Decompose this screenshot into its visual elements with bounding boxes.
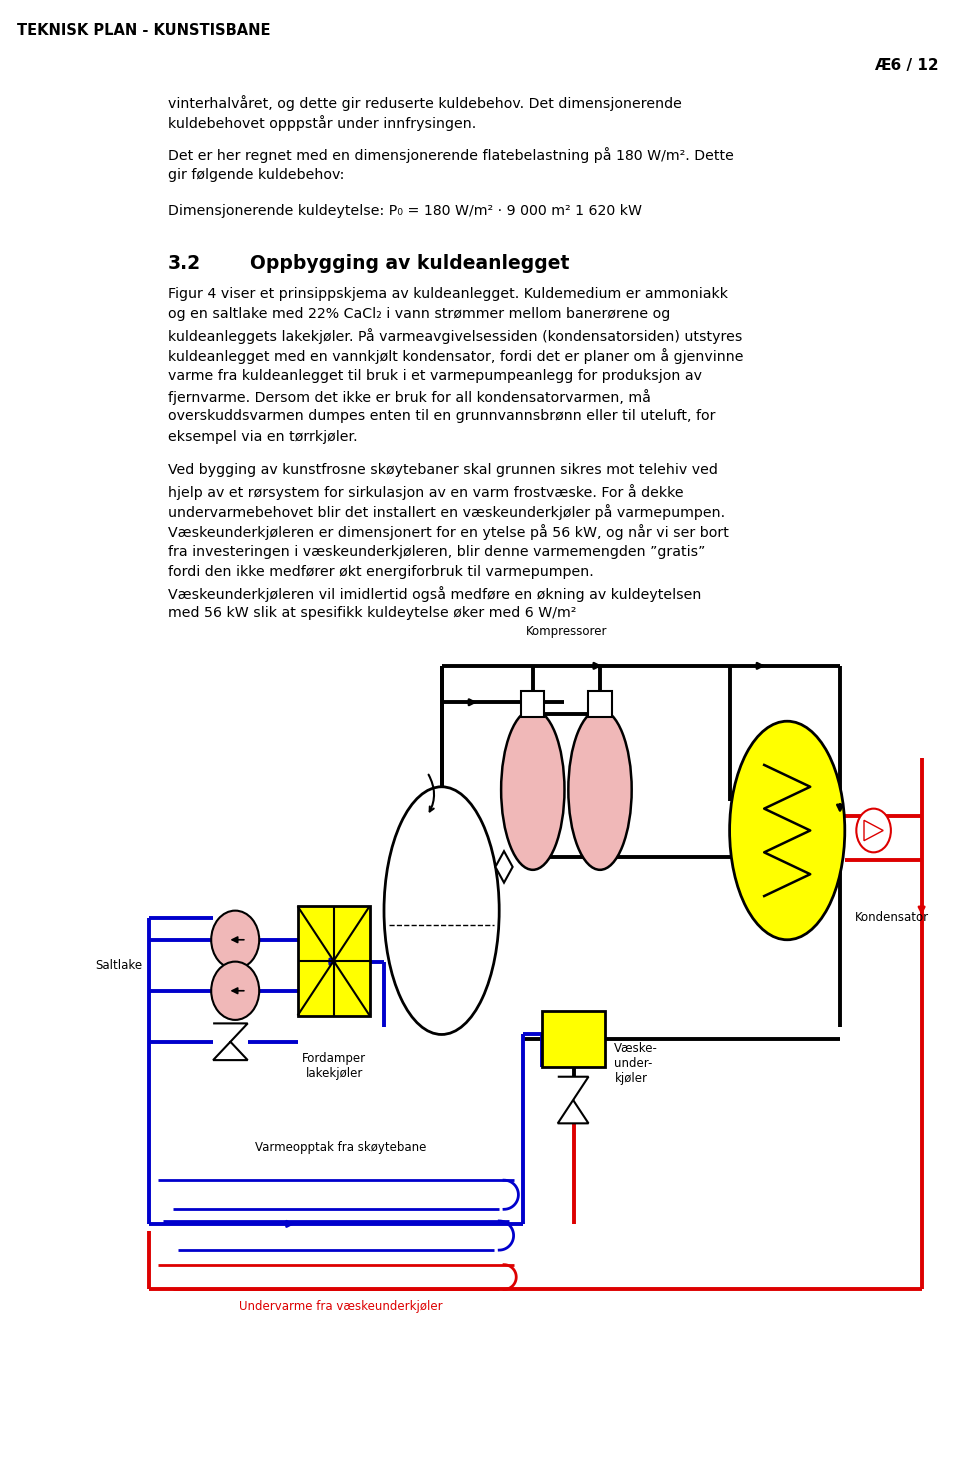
Text: Væskeunderkjøleren er dimensjonert for en ytelse på 56 kW, og når vi ser bort: Væskeunderkjøleren er dimensjonert for e… — [168, 525, 729, 541]
Text: Figur 4 viser et prinsippskjema av kuldeanlegget. Kuldemedium er ammoniakk: Figur 4 viser et prinsippskjema av kulde… — [168, 287, 728, 302]
Text: Kondensator: Kondensator — [854, 912, 928, 924]
Text: undervarmebehovet blir det installert en væskeunderkjøler på varmepumpen.: undervarmebehovet blir det installert en… — [168, 504, 725, 520]
Text: Dimensjonerende kuldeytelse: P₀ = 180 W/m² · 9 000 m² 1 620 kW: Dimensjonerende kuldeytelse: P₀ = 180 W/… — [168, 204, 642, 219]
Text: Væske-
under-
kjøler: Væske- under- kjøler — [614, 1042, 659, 1085]
Polygon shape — [864, 820, 883, 841]
Text: Æ6 / 12: Æ6 / 12 — [875, 58, 939, 73]
Text: fjernvarme. Dersom det ikke er bruk for all kondensatorvarmen, må: fjernvarme. Dersom det ikke er bruk for … — [168, 389, 651, 405]
Ellipse shape — [501, 710, 564, 870]
Text: fra investeringen i væskeunderkjøleren, blir denne varmemengden ”gratis”: fra investeringen i væskeunderkjøleren, … — [168, 545, 706, 559]
FancyBboxPatch shape — [298, 906, 370, 1016]
Text: vinterhalvåret, og dette gir reduserte kuldebehov. Det dimensjonerende: vinterhalvåret, og dette gir reduserte k… — [168, 95, 682, 111]
Text: Fordamper
lakekjøler: Fordamper lakekjøler — [302, 1052, 366, 1080]
Text: Det er her regnet med en dimensjonerende flatebelastning på 180 W/m². Dette: Det er her regnet med en dimensjonerende… — [168, 147, 733, 163]
Text: eksempel via en tørrkjøler.: eksempel via en tørrkjøler. — [168, 430, 358, 444]
Text: Varmeopptak fra skøytebane: Varmeopptak fra skøytebane — [255, 1141, 426, 1154]
Text: Oppbygging av kuldeanlegget: Oppbygging av kuldeanlegget — [250, 254, 569, 272]
Text: fordi den ikke medfører økt energiforbruk til varmepumpen.: fordi den ikke medfører økt energiforbru… — [168, 565, 593, 580]
Text: Undervarme fra væskeunderkjøler: Undervarme fra væskeunderkjøler — [239, 1300, 443, 1313]
Polygon shape — [213, 1023, 248, 1061]
Text: Væskeunderkjøleren vil imidlertid også medføre en økning av kuldeytelsen: Væskeunderkjøleren vil imidlertid også m… — [168, 586, 702, 602]
Text: kuldebehovet opppstår under innfrysingen.: kuldebehovet opppstår under innfrysingen… — [168, 115, 476, 131]
Text: Saltlake: Saltlake — [95, 960, 142, 972]
Text: hjelp av et rørsystem for sirkulasjon av en varm frostvæske. For å dekke: hjelp av et rørsystem for sirkulasjon av… — [168, 484, 684, 500]
Text: overskuddsvarmen dumpes enten til en grunnvannsbrønn eller til uteluft, for: overskuddsvarmen dumpes enten til en gru… — [168, 409, 715, 424]
Text: varme fra kuldeanlegget til bruk i et varmepumpeanlegg for produksjon av: varme fra kuldeanlegget til bruk i et va… — [168, 369, 702, 383]
Ellipse shape — [211, 962, 259, 1020]
FancyBboxPatch shape — [588, 691, 612, 717]
Ellipse shape — [568, 710, 632, 870]
FancyBboxPatch shape — [542, 1011, 605, 1067]
Ellipse shape — [384, 787, 499, 1034]
FancyBboxPatch shape — [521, 691, 544, 717]
Ellipse shape — [211, 911, 259, 969]
Text: TEKNISK PLAN - KUNSTISBANE: TEKNISK PLAN - KUNSTISBANE — [17, 23, 271, 38]
Text: gir følgende kuldebehov:: gir følgende kuldebehov: — [168, 168, 345, 182]
Text: Ved bygging av kunstfrosne skøytebaner skal grunnen sikres mot telehiv ved: Ved bygging av kunstfrosne skøytebaner s… — [168, 463, 718, 478]
Polygon shape — [495, 851, 513, 883]
Text: Kompressorer: Kompressorer — [526, 625, 607, 638]
Text: kuldeanlegget med en vannkjølt kondensator, fordi det er planer om å gjenvinne: kuldeanlegget med en vannkjølt kondensat… — [168, 348, 743, 364]
Text: med 56 kW slik at spesifikk kuldeytelse øker med 6 W/m²: med 56 kW slik at spesifikk kuldeytelse … — [168, 606, 576, 621]
Ellipse shape — [856, 809, 891, 852]
Text: og en saltlake med 22% CaCl₂ i vann strømmer mellom banerørene og: og en saltlake med 22% CaCl₂ i vann strø… — [168, 307, 670, 322]
Text: kuldeanleggets lakekjøler. På varmeavgivelsessiden (kondensatorsiden) utstyres: kuldeanleggets lakekjøler. På varmeavgiv… — [168, 328, 742, 344]
Polygon shape — [558, 1077, 588, 1123]
Ellipse shape — [730, 721, 845, 940]
Text: 3.2: 3.2 — [168, 254, 202, 272]
